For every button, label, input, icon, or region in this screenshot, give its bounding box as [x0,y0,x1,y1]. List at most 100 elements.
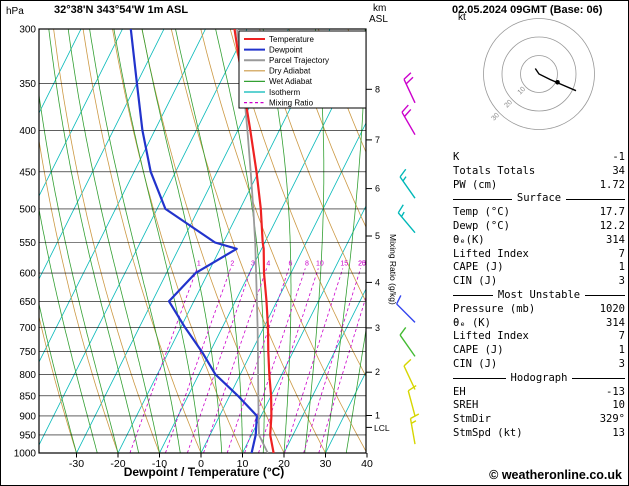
km-ticks [366,88,372,416]
wind-barb-feather [395,295,402,305]
mixing-ratio-line [244,268,306,453]
index-label: StmDir [453,413,491,426]
index-value: 1 [618,344,625,357]
mixing-ratio-line [303,268,362,453]
pressure-label: 450 [19,167,36,178]
section-header: Hodograph [453,372,625,386]
storm-motion-marker [555,80,560,85]
mixing-ratio-label: 15 [340,261,348,268]
pressure-label: 600 [19,269,36,280]
wind-barb-half-feather [400,211,405,217]
altitude-axis-asl: ASL [369,14,388,25]
mixing-ratio-label: 3 [251,261,255,268]
section-title: Hodograph [510,371,568,384]
index-label: CAPE (J) [453,261,504,274]
temperature-label: 20 [278,458,290,470]
wind-barb-shaft [403,365,416,390]
index-row: θₑ(K) 314 [453,234,625,248]
isotherm-line [283,288,366,453]
pressure-label: 850 [19,391,36,402]
index-value: 34 [612,164,625,177]
wind-barb-feather [403,358,412,367]
km-label: 1 [375,411,380,421]
hodograph-ring-label: 10 [517,86,528,97]
index-row: CAPE (J) 1 [453,344,625,358]
mixing-ratio-label: 4 [266,261,270,268]
hodograph-unit-label: kt [458,12,466,23]
index-value: 1.72 [599,178,625,191]
index-label: Temp (°C) [453,206,510,219]
pressure-label: 750 [19,347,36,358]
index-row: Temp (°C) 17.7 [453,206,625,220]
wind-barb [401,104,416,136]
mixing-ratio-line [318,295,366,453]
index-row: Pressure (mb) 1020 [453,303,625,317]
index-row: EH -13 [453,386,625,400]
index-row: CIN (J) 3 [453,275,625,289]
isotherm-line [325,371,366,453]
indices-panel: K -1 Totals Totals 34 PW (cm) 1.72 Surface Temp… [453,151,625,441]
section-header: Surface [453,192,625,206]
isotherm-line [200,122,366,453]
km-label: 4 [375,277,380,287]
index-label: K [453,151,460,163]
index-label: SREH [453,399,479,412]
isotherm-line [39,29,82,114]
wind-barb-feather [407,384,417,392]
temperature-label: 30 [320,458,332,470]
index-value: 329° [599,413,625,426]
index-label: CAPE (J) [453,344,504,357]
index-value: 7 [618,330,625,343]
wind-barbs [395,72,420,445]
dry-adiabat-line [53,29,160,453]
dry-adiabat-line [407,29,446,453]
index-value: -1 [612,151,625,163]
wind-barb-feather [403,72,412,80]
wet-adiabat-line [141,29,223,453]
wind-barb-feather [405,76,414,85]
pressure-axis-unit: hPa [6,6,24,17]
temperature-label: -20 [110,458,125,470]
wind-barb-half-feather [411,420,417,425]
wind-barb [395,295,416,323]
mixing-ratio-label: 8 [305,261,309,268]
km-label: 8 [375,84,380,94]
wet-adiabat-line [39,91,119,453]
index-value: 1020 [599,302,625,315]
legend-label: Wet Adiabat [269,77,313,86]
index-row: Lifted Index 7 [453,248,625,262]
wind-barb [409,413,420,445]
datetime-title: 02.05.2024 09GMT (Base: 06) [452,4,603,16]
km-label: 3 [375,323,380,333]
mixing-ratio-label: 2 [230,261,234,268]
mixing-ratio-line [203,268,267,453]
index-row: SREH 10 [453,399,625,413]
mixing-ratio-line [284,268,344,453]
index-row: CIN (J) 3 [453,358,625,372]
index-label: CIN (J) [453,357,498,370]
section-title: Surface [516,192,562,205]
index-value: 12.2 [599,219,625,232]
legend-label: Dry Adiabat [269,67,311,76]
wind-barb [397,204,416,234]
dry-adiabat-line [39,314,77,453]
wind-barb-shaft [403,78,416,104]
index-row: Dewp (°C) 12.2 [453,220,625,234]
index-row: CAPE (J) 1 [453,261,625,275]
km-label: 5 [375,231,380,241]
wind-barb-feather [399,168,407,178]
mixing-ratio-line [165,268,231,453]
isotherm-line [242,205,366,453]
index-label: Lifted Index [453,330,529,343]
km-label: 7 [375,135,380,145]
index-value: 314 [606,233,625,246]
hodograph-ring [520,55,558,93]
temperature-curve [233,29,275,453]
wet-adiabat-line [89,29,181,453]
lcl-label: LCL [374,423,390,433]
legend-label: Mixing Ratio [269,98,314,107]
